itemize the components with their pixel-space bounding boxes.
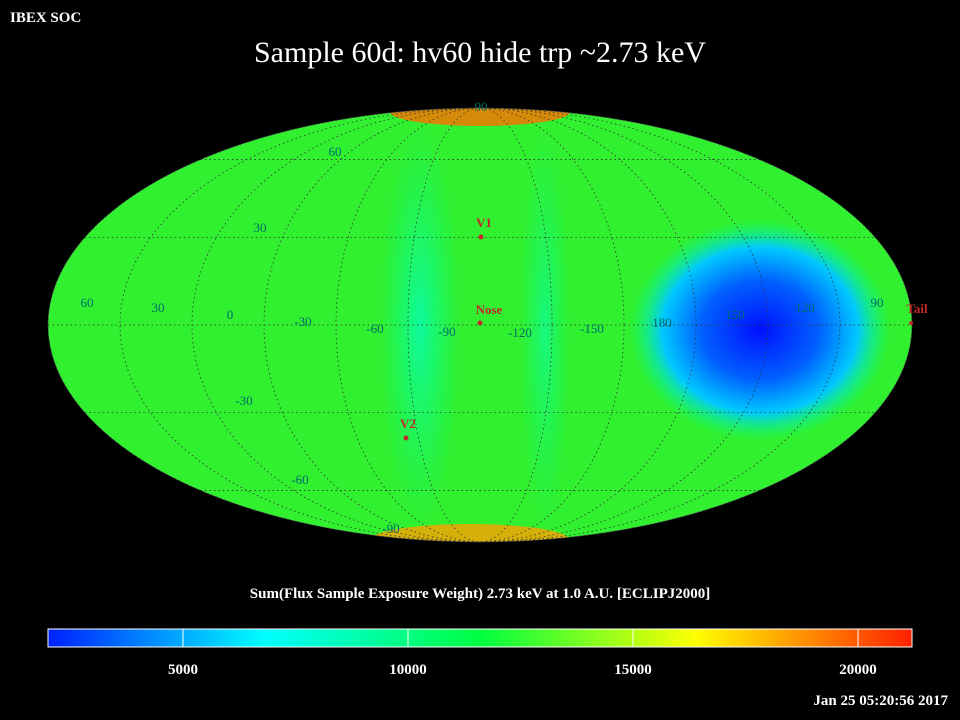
grid-label: -30	[235, 393, 252, 408]
colorbar-tick-label: 10000	[389, 662, 427, 678]
grid-label: 120	[795, 300, 815, 315]
graticule	[47, 107, 913, 543]
marker-label: Nose	[476, 302, 503, 317]
grid-label: 90	[871, 295, 884, 310]
marker-dot	[478, 234, 484, 240]
marker-dot	[477, 320, 483, 326]
colorbar-tick-label: 20000	[839, 662, 877, 678]
sky-map	[48, 108, 912, 542]
grid-label: -60	[366, 321, 383, 336]
colorbar-tick-label: 5000	[168, 662, 198, 678]
grid-label: 30	[152, 300, 165, 315]
grid-label: 60	[81, 295, 94, 310]
meridian	[47, 107, 913, 543]
grid-label: 60	[329, 144, 342, 159]
marker-dot	[909, 321, 913, 325]
colorbar-label: Sum(Flux Sample Exposure Weight) 2.73 ke…	[250, 586, 710, 602]
grid-label: -60	[291, 472, 308, 487]
grid-label: -150	[580, 321, 604, 336]
grid-label: 180	[652, 315, 672, 330]
grid-label: -90	[382, 521, 399, 536]
title: Sample 60d: hv60 hide trp ~2.73 keV	[254, 36, 706, 69]
grid-label: 90	[475, 99, 488, 114]
colorbar	[47, 628, 913, 648]
colorbar-ticks: 5000 10000 15000 20000	[168, 629, 877, 678]
org-label: IBEX SOC	[10, 10, 81, 26]
grid-label: -90	[438, 324, 455, 339]
grid-labels: 90 60 30 60 30 0 -30 -60 -90 -120 -150 1…	[81, 99, 884, 536]
grid-label: 150	[725, 307, 745, 322]
markers: V1 Nose V2 Tail	[400, 215, 928, 441]
marker-label: V2	[400, 416, 416, 431]
marker-dot	[403, 435, 409, 441]
grid-label: 0	[227, 307, 234, 322]
marker-label: Tail	[906, 301, 928, 316]
timestamp: Jan 25 05:20:56 2017	[813, 693, 948, 709]
grid-label: -30	[294, 314, 311, 329]
colorbar-tick-label: 15000	[614, 662, 652, 678]
grid-label: 30	[254, 220, 267, 235]
grid-label: -120	[508, 325, 532, 340]
marker-label: V1	[476, 215, 492, 230]
